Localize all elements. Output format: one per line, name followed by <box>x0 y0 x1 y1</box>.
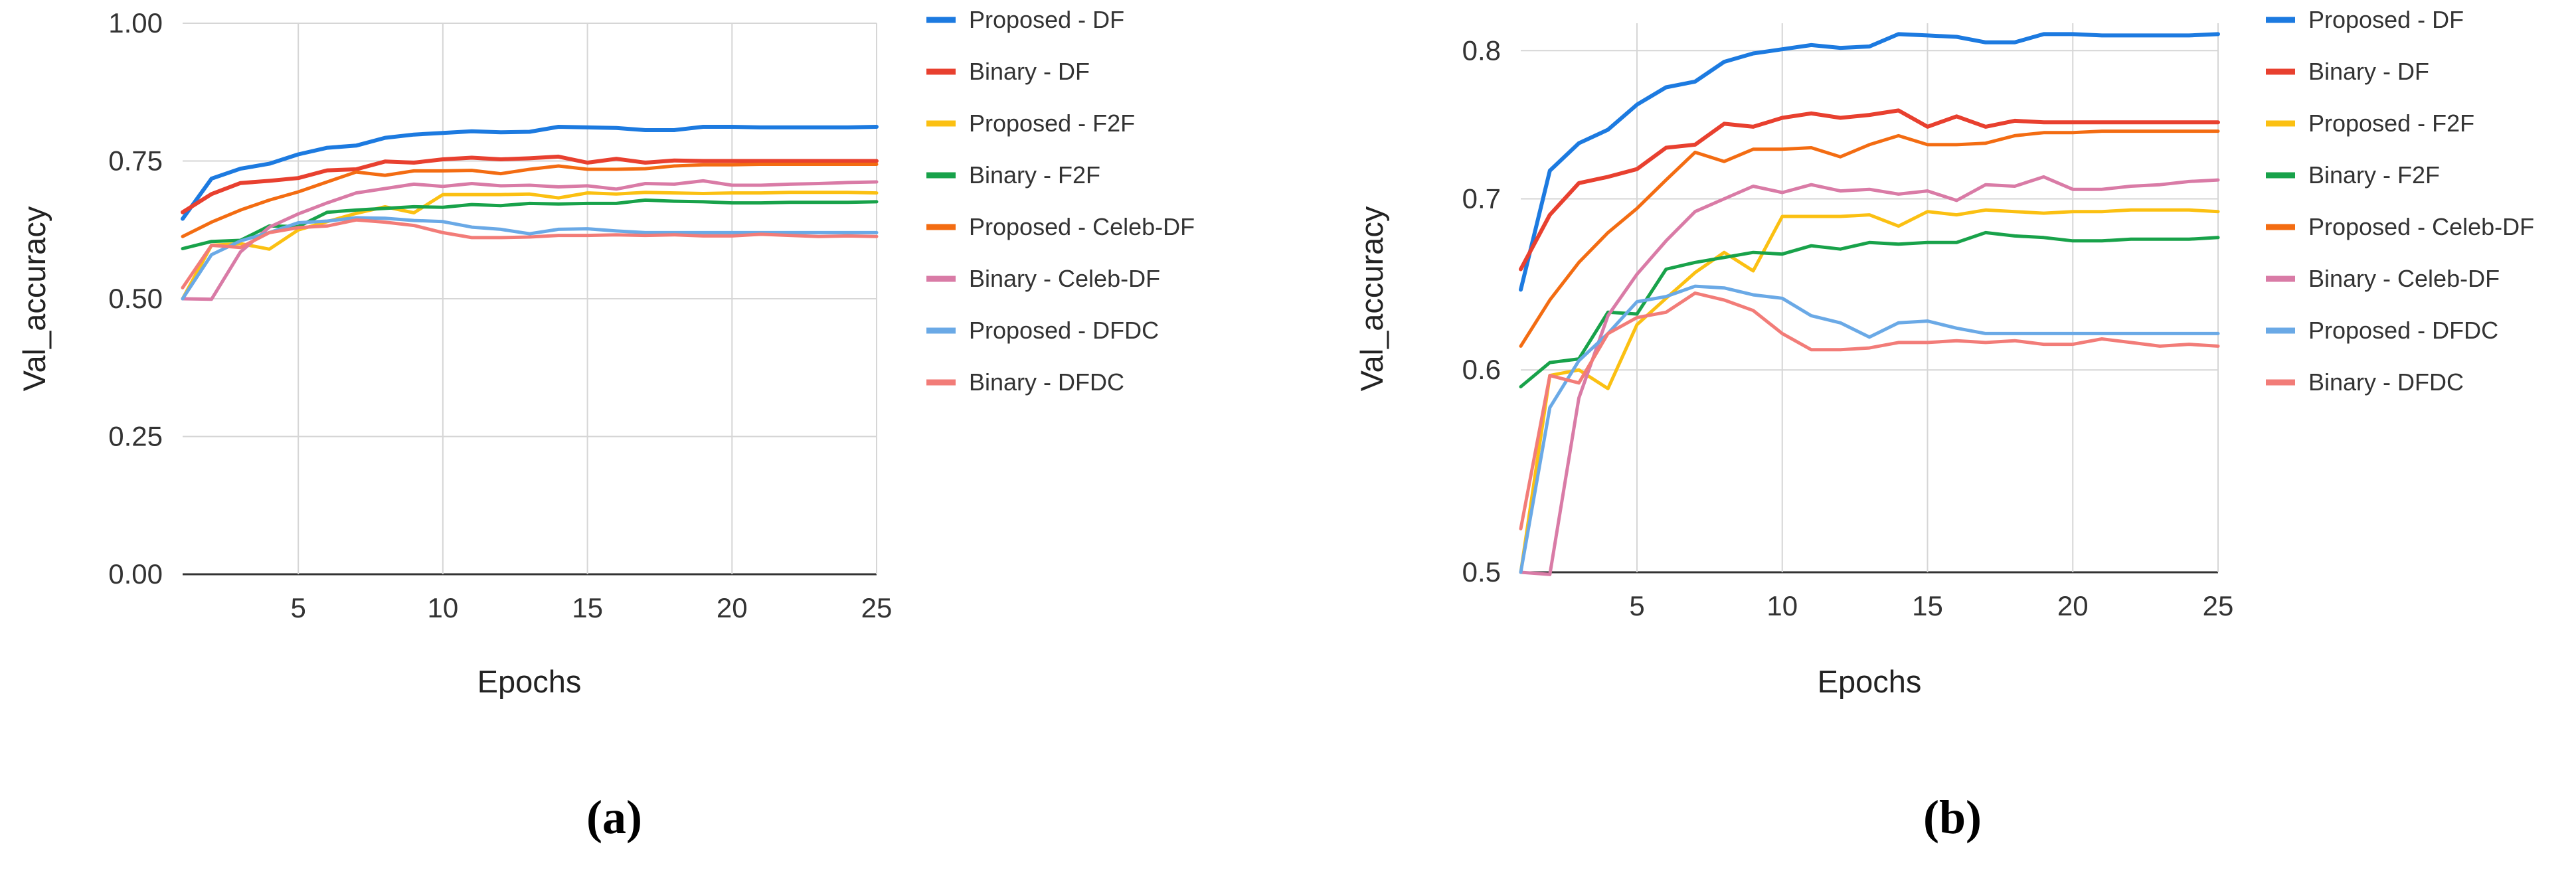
legend-label: Proposed - DFDC <box>969 317 1159 344</box>
legend-label: Proposed - Celeb-DF <box>2308 213 2534 240</box>
y-tick-label: 0.6 <box>1462 354 1501 385</box>
y-tick-label: 0.25 <box>108 421 163 452</box>
x-tick-label: 25 <box>2203 590 2234 621</box>
legend-label: Proposed - Celeb-DF <box>969 213 1195 240</box>
chart-panel-b: 0.5 0.6 0.7 0.8 5 10 15 20 25 Proposed - DF Binary… <box>1354 6 2534 844</box>
legend-label: Proposed - DF <box>2308 6 2464 33</box>
legend-label: Binary - Celeb-DF <box>969 265 1160 292</box>
legend-label: Binary - Celeb-DF <box>2308 265 2500 292</box>
y-tick-label: 0.00 <box>108 558 163 590</box>
series-line-proposed-f2f <box>1519 208 2220 574</box>
series-line-proposed-celeb-df <box>181 163 879 238</box>
legend-label: Binary - F2F <box>969 161 1100 189</box>
legend-label: Binary - DFDC <box>969 368 1124 396</box>
legend-label: Binary - F2F <box>2308 161 2440 189</box>
series-line-proposed-dfdc <box>1519 284 2220 574</box>
y-tick-label: 0.7 <box>1462 183 1501 214</box>
x-tick-label: 5 <box>290 592 305 623</box>
legend-label: Proposed - DFDC <box>2308 317 2498 344</box>
series-line-binary-f2f <box>1519 230 2220 388</box>
y-tick-label: 0.8 <box>1462 35 1501 66</box>
series-line-proposed-celeb-df <box>1519 129 2220 348</box>
legend-label: Proposed - F2F <box>2308 110 2474 137</box>
chart-panel-a: 0.00 0.25 0.50 0.75 1.00 5 10 15 20 25 Proposed - … <box>17 6 1195 844</box>
x-axis-title: Epochs <box>477 664 582 699</box>
y-tick-label: 0.75 <box>108 145 163 177</box>
legend-label: Proposed - DF <box>969 6 1124 33</box>
series-line-binary-df <box>1519 108 2220 272</box>
x-tick-label: 10 <box>428 592 459 623</box>
series-line-binary-df <box>181 154 879 214</box>
series-line-proposed-df <box>1519 32 2220 292</box>
x-axis-title: Epochs <box>1818 664 1922 699</box>
legend-label: Proposed - F2F <box>969 110 1135 137</box>
x-tick-label: 20 <box>717 592 748 623</box>
series-line-binary-dfdc <box>1519 291 2220 530</box>
series-line-proposed-f2f <box>181 191 879 301</box>
legend-label: Binary - DF <box>969 58 1090 85</box>
x-tick-label: 20 <box>2057 590 2089 621</box>
y-tick-label: 1.00 <box>108 7 163 39</box>
y-tick-label: 0.5 <box>1462 556 1501 588</box>
y-axis-title: Val_accuracy <box>1354 206 1389 391</box>
y-tick-label: 0.50 <box>108 283 163 314</box>
series-line-proposed-df <box>181 125 879 221</box>
series-line-binary-f2f <box>181 198 879 250</box>
y-axis-title: Val_accuracy <box>17 206 52 391</box>
legend-label: Binary - DFDC <box>2308 368 2464 396</box>
panel-caption: (a) <box>586 791 642 844</box>
x-tick-label: 15 <box>1912 590 1943 621</box>
legend-label: Binary - DF <box>2308 58 2429 85</box>
x-tick-label: 10 <box>1766 590 1798 621</box>
series-line-binary-celeb-df <box>181 179 879 301</box>
panel-caption: (b) <box>1923 791 1982 844</box>
x-tick-label: 25 <box>861 592 893 623</box>
x-tick-label: 5 <box>1629 590 1644 621</box>
series-line-binary-dfdc <box>181 218 879 289</box>
x-tick-label: 15 <box>572 592 603 623</box>
series-line-binary-celeb-df <box>1519 175 2220 576</box>
